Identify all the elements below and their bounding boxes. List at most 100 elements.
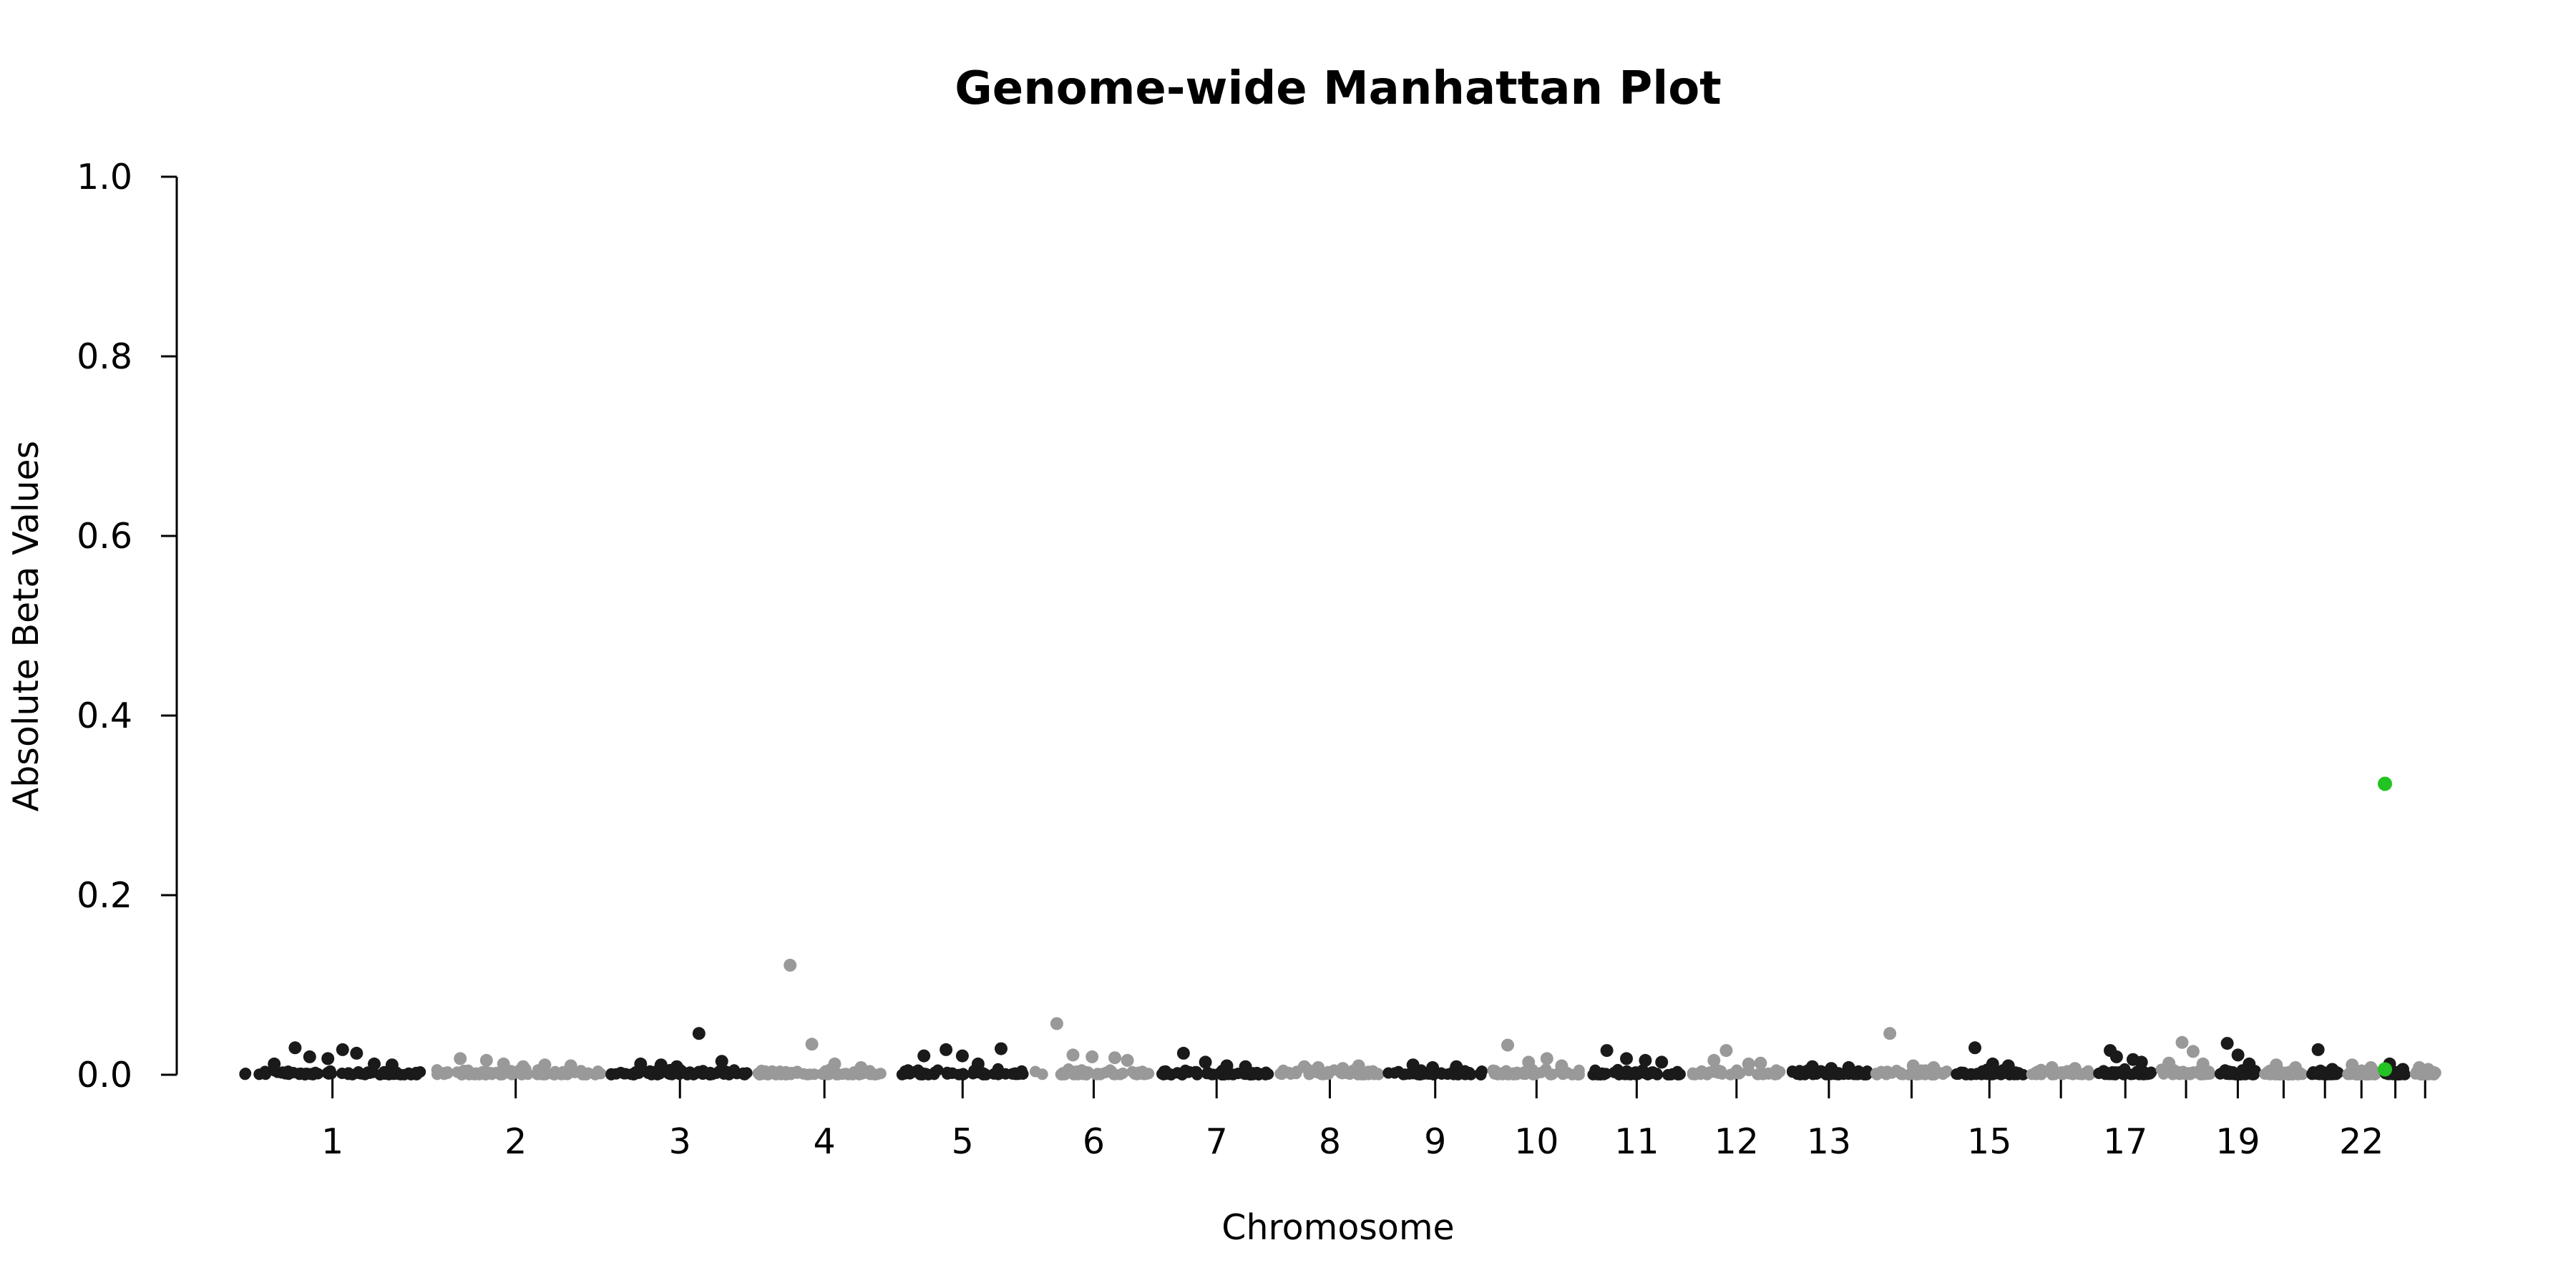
data-point (1544, 1068, 1556, 1080)
data-point (1189, 1065, 1201, 1078)
data-point-peak (2220, 1037, 2234, 1050)
data-point-peak (955, 1049, 969, 1063)
data-point (1114, 1068, 1126, 1080)
data-point (456, 1068, 468, 1080)
x-axis: 1 2 3 4 5 6 7 8 9 10 11 12 13 15 17 19 22 (321, 1075, 2426, 1162)
data-point-peak (2045, 1061, 2059, 1074)
data-point (1158, 1068, 1169, 1080)
data-point (1063, 1063, 1075, 1075)
data-point (1796, 1067, 1808, 1079)
data-point (2117, 1068, 2129, 1080)
data-point-peak (1639, 1053, 1652, 1067)
data-point-peak (1805, 1060, 1819, 1073)
data-point (575, 1065, 587, 1077)
data-point-peak (1426, 1061, 1440, 1074)
data-point (785, 1068, 797, 1080)
data-point (957, 1069, 969, 1080)
data-point-peak (321, 1052, 335, 1065)
data-point (1227, 1068, 1239, 1080)
data-point-peak (805, 1038, 819, 1051)
data-point (731, 1067, 743, 1079)
data-point-peak (634, 1057, 648, 1070)
data-point (693, 1065, 705, 1078)
data-point (1639, 1067, 1651, 1079)
highlighted-point (2378, 1062, 2392, 1077)
data-point (1893, 1066, 1905, 1078)
data-point (1591, 1068, 1604, 1080)
data-point-peak (1655, 1055, 1669, 1069)
data-point-peak (1297, 1060, 1311, 1073)
data-point-peak (1108, 1051, 1121, 1065)
data-point (1652, 1068, 1663, 1080)
data-point (1527, 1066, 1539, 1078)
data-point-peak (1927, 1061, 1941, 1074)
data-point-peak (2289, 1061, 2302, 1074)
data-point-peak (1312, 1061, 1325, 1074)
data-point-peak (268, 1057, 281, 1070)
x-tick-label: 17 (2103, 1121, 2147, 1162)
data-point-peak (1707, 1053, 1721, 1067)
data-point (1259, 1068, 1272, 1080)
data-point-peak (2068, 1062, 2082, 1075)
data-point (1207, 1068, 1219, 1080)
data-point (1036, 1068, 1048, 1080)
data-point (1491, 1068, 1503, 1080)
x-tick-label: 10 (1514, 1121, 1558, 1162)
data-point-peak (538, 1058, 552, 1072)
data-point (1136, 1065, 1148, 1078)
data-point (1769, 1068, 1781, 1080)
data-point (374, 1069, 386, 1080)
x-tick-label: 1 (321, 1121, 343, 1162)
data-point (1752, 1068, 1764, 1080)
data-point (1694, 1068, 1707, 1080)
y-tick-label: 0.8 (77, 336, 132, 377)
data-point (920, 1068, 932, 1080)
x-tick-label: 5 (952, 1121, 974, 1162)
data-point (305, 1068, 317, 1080)
data-point (775, 1068, 787, 1080)
data-point-peak (1742, 1057, 1755, 1070)
data-point (706, 1068, 718, 1080)
x-tick-label: 15 (1967, 1121, 2011, 1162)
data-point (590, 1068, 601, 1080)
data-point (2136, 1065, 2148, 1077)
x-tick-label: 4 (814, 1121, 836, 1162)
data-point-peak (1199, 1055, 1212, 1069)
data-point (642, 1067, 654, 1079)
chart-title: Genome-wide Manhattan Plot (955, 62, 1722, 115)
x-tick-label: 11 (1614, 1121, 1659, 1162)
data-point-peak (2231, 1048, 2245, 1062)
data-point-peak (692, 1027, 706, 1040)
data-point (260, 1068, 272, 1080)
data-point (977, 1068, 990, 1080)
data-point-peak (336, 1043, 349, 1056)
data-point (431, 1068, 443, 1080)
data-point (2223, 1065, 2235, 1078)
data-point (1724, 1068, 1737, 1080)
data-point-peak (517, 1060, 530, 1073)
data-point-peak (784, 958, 797, 972)
data-point-peak (670, 1060, 683, 1073)
data-point-peak (1986, 1057, 1999, 1070)
data-point (1458, 1068, 1470, 1080)
data-point-peak (1906, 1059, 1920, 1073)
data-point (1518, 1066, 1530, 1078)
data-point-peak (854, 1061, 868, 1074)
highlighted-point (2378, 776, 2392, 791)
data-point-peak (2346, 1058, 2359, 1072)
data-point (239, 1068, 251, 1080)
data-point-peak (288, 1041, 302, 1055)
data-point (1009, 1067, 1021, 1079)
data-point-peak (828, 1057, 841, 1070)
data-point-peak (1600, 1044, 1614, 1058)
y-tick-label: 0.0 (77, 1055, 132, 1096)
data-point (1502, 1068, 1514, 1080)
data-point (326, 1068, 337, 1080)
data-point (761, 1068, 774, 1080)
data-point-peak (2001, 1059, 2015, 1073)
data-point-peak (564, 1059, 577, 1073)
data-point (741, 1067, 753, 1079)
data-point (546, 1068, 558, 1080)
data-point-peak (1450, 1060, 1463, 1073)
